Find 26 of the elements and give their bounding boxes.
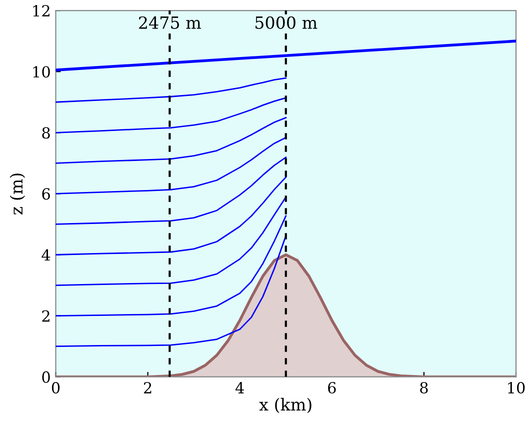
line-series xyxy=(56,176,287,256)
x-axis-title: x (km) xyxy=(259,398,312,414)
y-tick-label: 6 xyxy=(42,188,50,200)
y-tick-label: 12 xyxy=(33,5,50,16)
x-tick-label: 0 xyxy=(52,382,60,394)
y-tick-label: 8 xyxy=(42,127,50,139)
line-series xyxy=(56,77,287,103)
line-series xyxy=(56,116,287,164)
line-series xyxy=(56,215,287,316)
line-series xyxy=(56,196,287,286)
x-tick-label: 2 xyxy=(144,382,152,394)
line-series xyxy=(56,97,287,134)
line-series xyxy=(56,136,287,194)
line-series xyxy=(56,156,287,225)
y-tick-label: 4 xyxy=(42,249,50,261)
x-tick-label: 6 xyxy=(328,382,336,394)
y-tick-label: 10 xyxy=(33,66,50,78)
y-tick-label: 0 xyxy=(42,371,50,383)
x-tick-label: 10 xyxy=(508,382,525,394)
x-tick-label: 4 xyxy=(235,382,244,394)
x-tick-label: 8 xyxy=(420,382,428,394)
ref-line-label: 2475 m xyxy=(139,16,201,29)
y-axis-title: z (m) xyxy=(10,174,26,214)
y-tick-label: 2 xyxy=(42,310,50,322)
ref-line-label: 5000 m xyxy=(256,16,318,29)
line-series xyxy=(56,235,287,348)
